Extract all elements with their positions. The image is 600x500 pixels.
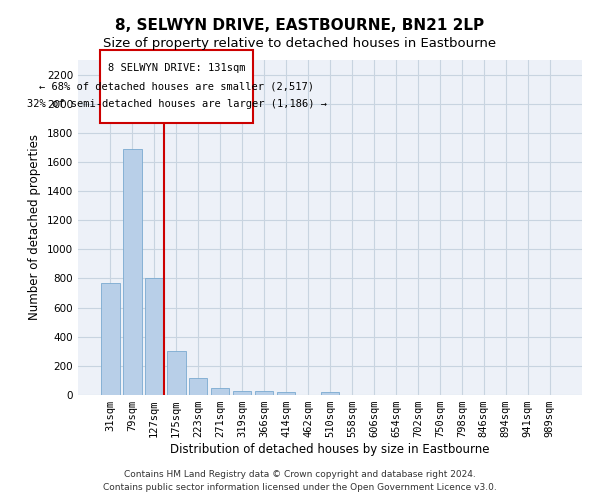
Bar — [320, 392, 340, 395]
Text: Contains HM Land Registry data © Crown copyright and database right 2024.
Contai: Contains HM Land Registry data © Crown c… — [103, 470, 497, 492]
Text: Size of property relative to detached houses in Eastbourne: Size of property relative to detached ho… — [103, 38, 497, 51]
Bar — [123, 149, 142, 395]
Text: 8 SELWYN DRIVE: 131sqm: 8 SELWYN DRIVE: 131sqm — [108, 63, 245, 73]
Bar — [101, 283, 119, 395]
Text: ← 68% of detached houses are smaller (2,517): ← 68% of detached houses are smaller (2,… — [39, 81, 314, 91]
Bar — [100, 50, 253, 122]
Bar — [211, 388, 229, 395]
Text: 32% of semi-detached houses are larger (1,186) →: 32% of semi-detached houses are larger (… — [27, 100, 327, 110]
X-axis label: Distribution of detached houses by size in Eastbourne: Distribution of detached houses by size … — [170, 443, 490, 456]
Bar — [233, 390, 251, 395]
Bar — [189, 378, 208, 395]
Bar — [145, 278, 164, 395]
Bar — [255, 392, 274, 395]
Y-axis label: Number of detached properties: Number of detached properties — [28, 134, 41, 320]
Bar — [167, 352, 185, 395]
Bar — [277, 392, 295, 395]
Text: 8, SELWYN DRIVE, EASTBOURNE, BN21 2LP: 8, SELWYN DRIVE, EASTBOURNE, BN21 2LP — [115, 18, 485, 32]
